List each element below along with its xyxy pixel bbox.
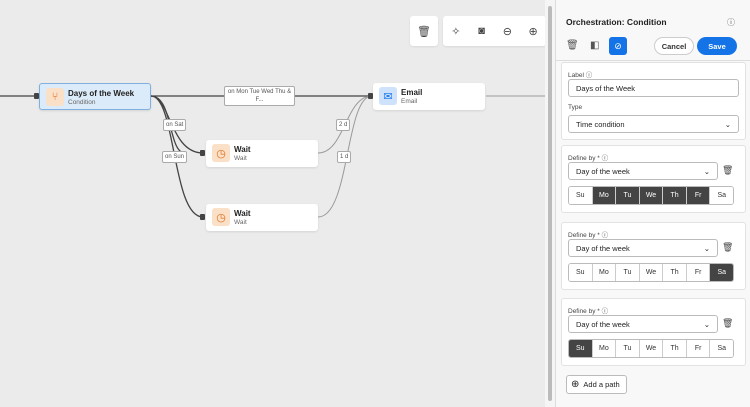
save-button[interactable]: Save [697, 37, 737, 55]
node-email[interactable]: ✉ Email Email [373, 83, 485, 110]
define-by-value: Day of the week [576, 243, 630, 253]
day-toggle-we[interactable]: We [639, 340, 664, 357]
trash-icon[interactable]: 🗑 [722, 165, 734, 175]
define-by-value: Day of the week [576, 319, 630, 329]
day-toggle-tu[interactable]: Tu [616, 264, 640, 281]
workflow-canvas[interactable]: 🗑 ✧ ◙ ⊖ ⊕ ⑂ Days of the Week Condition ✉… [0, 0, 546, 407]
day-toggle-we[interactable]: We [639, 187, 664, 204]
day-toggle-sa[interactable]: Sa [710, 187, 733, 204]
day-toggle-su[interactable]: Su [569, 264, 593, 281]
node-title: Wait [234, 145, 251, 154]
edge-label-2d[interactable]: 2 d [336, 119, 351, 131]
condition-section: Define by * ⓘ Day of the week ⌄ 🗑 Su Mo Tu W… [561, 298, 746, 366]
type-value: Time condition [576, 119, 625, 129]
add-path-label: Add a path [583, 380, 620, 389]
day-toggle-th[interactable]: Th [663, 340, 687, 357]
info-icon[interactable]: ⓘ [601, 155, 609, 162]
trash-icon[interactable]: 🗑 [722, 242, 734, 252]
edge-label-1d[interactable]: 1 d [337, 151, 352, 163]
day-toggle-th[interactable]: Th [663, 187, 687, 204]
day-toggle-mo[interactable]: Mo [592, 264, 617, 281]
day-toggle-we[interactable]: We [639, 264, 664, 281]
chevron-down-icon: ⌄ [724, 119, 731, 129]
panel-title: Orchestration: Condition [566, 17, 667, 27]
day-picker: Su Mo Tu We Th Fr Sa [568, 339, 734, 358]
general-section: Label ⓘ Days of the Week Type Time condi… [561, 62, 746, 140]
hide-icon[interactable]: ⊘ [609, 37, 627, 55]
add-path-button[interactable]: ⊕ Add a path [566, 375, 627, 394]
edge-label-sat[interactable]: on Sat [163, 119, 187, 131]
duplicate-icon[interactable]: ◧ [590, 40, 600, 51]
info-icon[interactable]: ⓘ [585, 72, 593, 79]
node-title: Email [401, 88, 423, 97]
node-subtitle: Wait [234, 155, 247, 162]
trash-icon[interactable]: 🗑 [566, 40, 579, 51]
node-title: Days of the Week [68, 89, 135, 98]
condition-section: Define by * ⓘ Day of the week ⌄ 🗑 Su Mo Tu W… [561, 222, 746, 290]
label-input[interactable]: Days of the Week [568, 79, 739, 97]
day-toggle-su[interactable]: Su [569, 340, 593, 357]
label-value: Days of the Week [576, 83, 636, 93]
day-toggle-fr[interactable]: Fr [686, 340, 711, 357]
node-wait-1[interactable]: ◷ Wait Wait [206, 140, 318, 167]
envelope-icon: ✉ [379, 87, 397, 105]
cancel-button[interactable]: Cancel [654, 37, 694, 55]
define-by-select[interactable]: Day of the week ⌄ [568, 315, 718, 333]
day-toggle-tu[interactable]: Tu [616, 187, 640, 204]
properties-panel: Orchestration: Condition ⓘ 🗑 ◧ ⊘ Cancel … [555, 0, 750, 407]
type-select[interactable]: Time condition ⌄ [568, 115, 739, 133]
day-toggle-tu[interactable]: Tu [616, 340, 640, 357]
day-picker: Su Mo Tu We Th Fr Sa [568, 263, 734, 282]
day-toggle-sa[interactable]: Sa [710, 340, 733, 357]
chevron-down-icon: ⌄ [703, 166, 710, 176]
day-toggle-fr[interactable]: Fr [686, 187, 711, 204]
edge-label-weekdays[interactable]: on Mon Tue Wed Thu & F... [224, 86, 295, 106]
node-subtitle: Email [401, 98, 418, 105]
day-toggle-th[interactable]: Th [663, 264, 687, 281]
day-toggle-sa[interactable]: Sa [710, 264, 733, 281]
canvas-scrollbar[interactable] [545, 0, 555, 407]
define-by-label: Define by * [568, 232, 600, 239]
trash-icon[interactable]: 🗑 [417, 25, 431, 38]
info-icon[interactable]: ⓘ [727, 18, 735, 27]
chevron-down-icon: ⌄ [703, 319, 710, 329]
type-label: Type [568, 104, 583, 111]
node-subtitle: Condition [68, 99, 96, 106]
node-wait-2[interactable]: ◷ Wait Wait [206, 204, 318, 231]
define-by-label: Define by * [568, 155, 600, 162]
node-title: Wait [234, 209, 251, 218]
define-by-label: Define by * [568, 308, 600, 315]
edge-label-sun[interactable]: on Sun [162, 151, 188, 163]
clock-icon: ◷ [212, 208, 230, 226]
define-by-select[interactable]: Day of the week ⌄ [568, 162, 718, 180]
day-toggle-mo[interactable]: Mo [592, 340, 617, 357]
clock-icon: ◷ [212, 144, 230, 162]
zoom-in-icon[interactable]: ⊕ [528, 25, 538, 38]
zoom-out-icon[interactable]: ⊖ [502, 25, 512, 38]
trash-icon[interactable]: 🗑 [722, 318, 734, 328]
define-by-select[interactable]: Day of the week ⌄ [568, 239, 718, 257]
info-icon[interactable]: ⓘ [601, 232, 609, 239]
canvas-toolbar: ✧ ◙ ⊖ ⊕ [443, 16, 546, 46]
label-label: Label [568, 72, 584, 79]
day-toggle-mo[interactable]: Mo [592, 187, 617, 204]
day-toggle-fr[interactable]: Fr [686, 264, 711, 281]
magic-wand-icon[interactable]: ✧ [451, 25, 461, 38]
node-condition[interactable]: ⑂ Days of the Week Condition [39, 83, 151, 110]
camera-icon[interactable]: ◙ [478, 25, 485, 37]
delete-toolbar: 🗑 [410, 16, 438, 46]
node-subtitle: Wait [234, 219, 247, 226]
branch-icon: ⑂ [46, 88, 64, 106]
info-icon[interactable]: ⓘ [601, 308, 609, 315]
day-toggle-su[interactable]: Su [569, 187, 593, 204]
chevron-down-icon: ⌄ [703, 243, 710, 253]
plus-circle-icon: ⊕ [571, 379, 580, 390]
define-by-value: Day of the week [576, 166, 630, 176]
day-picker: Su Mo Tu We Th Fr Sa [568, 186, 734, 205]
condition-section: Define by * ⓘ Day of the week ⌄ 🗑 Su Mo Tu W… [561, 145, 746, 213]
